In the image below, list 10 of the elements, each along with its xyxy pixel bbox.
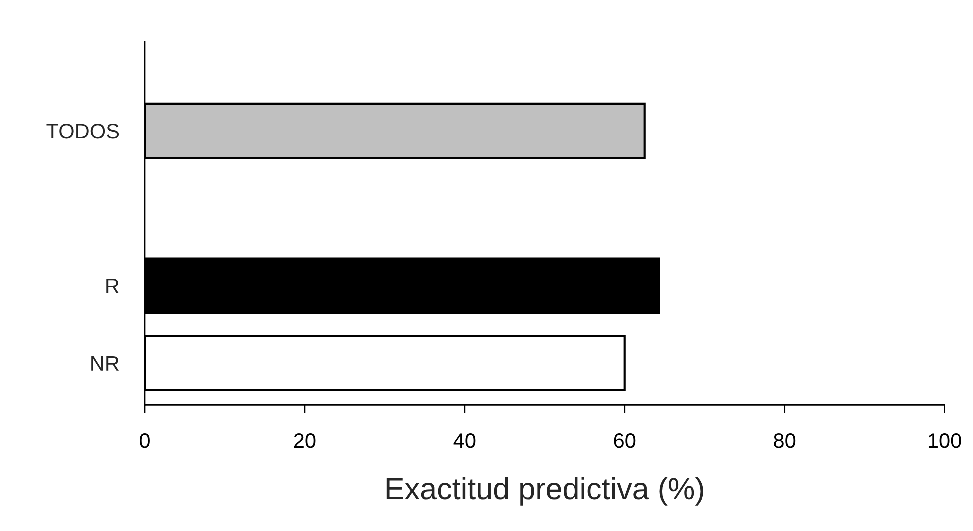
y-tick-label: R: [106, 279, 120, 294]
x-tick-label: 80: [774, 433, 796, 448]
x-axis-title: Exactitud predictiva (%): [386, 477, 704, 506]
y-tick-label: TODOS: [46, 124, 120, 139]
x-tick-label: 60: [614, 433, 636, 448]
y-tick-label: NR: [92, 356, 120, 371]
x-tick-label: 20: [294, 433, 316, 448]
x-tick-label: 100: [928, 433, 962, 448]
x-tick-label: 0: [140, 433, 150, 448]
x-tick-label: 40: [454, 433, 476, 448]
